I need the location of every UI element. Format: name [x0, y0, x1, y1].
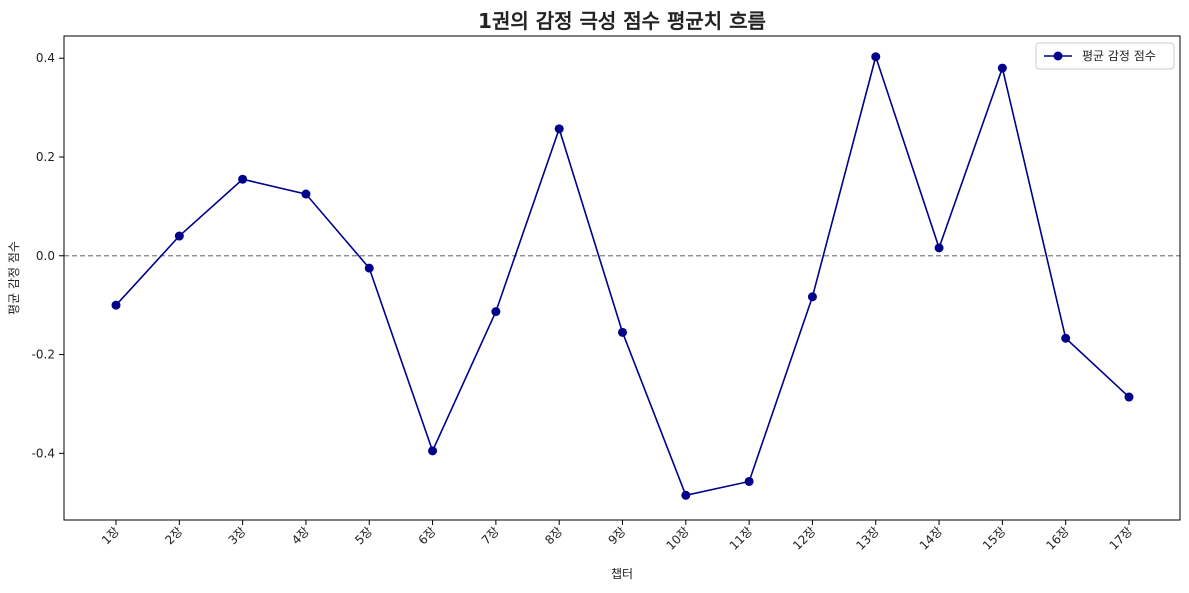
x-tick-label: 14장 — [917, 524, 946, 553]
data-point — [428, 446, 438, 456]
y-tick-label: 0.0 — [36, 249, 55, 263]
x-tick-label: 7장 — [479, 524, 502, 547]
chart-title: 1권의 감정 극성 점수 평균치 흐름 — [478, 9, 766, 33]
x-tick-label: 4장 — [289, 524, 312, 547]
data-point — [238, 174, 248, 184]
x-tick-label: 12장 — [790, 524, 819, 553]
data-point — [871, 52, 881, 62]
legend-box — [1035, 42, 1175, 70]
y-tick-label: -0.2 — [32, 348, 55, 362]
y-axis-label: 평균 감정 점수 — [7, 241, 21, 315]
legend-marker-swatch — [1053, 51, 1063, 61]
data-point — [491, 307, 501, 317]
x-axis-label: 챕터 — [611, 566, 633, 581]
x-tick-label: 9장 — [606, 524, 629, 547]
data-point — [1061, 333, 1071, 343]
x-tick-label: 17장 — [1107, 524, 1136, 553]
x-tick-label: 11장 — [727, 524, 756, 553]
x-tick-label: 1장 — [99, 524, 122, 547]
y-tick-label: 0.4 — [36, 51, 55, 65]
x-tick-label: 15장 — [980, 524, 1009, 553]
plot-area: -0.4 -0.2 0.0 0.2 0.4 1장 2장 3장 4장 5장 6장 7장 8장 9장 10장 11… — [32, 35, 1181, 553]
data-point — [364, 263, 374, 273]
axes-frame — [63, 35, 1181, 521]
y-tick-label: -0.4 — [32, 446, 55, 460]
data-point — [934, 243, 944, 253]
data-point — [301, 189, 311, 199]
data-point — [807, 292, 817, 302]
legend-label: 평균 감정 점수 — [1082, 49, 1156, 63]
x-tick-label: 13장 — [853, 524, 882, 553]
data-point — [554, 124, 564, 134]
data-point — [111, 300, 121, 310]
x-tick-label: 10장 — [663, 524, 692, 553]
data-point — [618, 327, 627, 337]
series-line — [115, 53, 1130, 497]
x-tick-label: 16장 — [1043, 524, 1072, 553]
x-tick-label: 6장 — [416, 524, 439, 547]
data-point — [1124, 392, 1134, 402]
x-tick-label: 3장 — [226, 524, 249, 547]
legend: 평균 감정 점수 — [1035, 42, 1175, 70]
x-tick-label: 8장 — [542, 524, 565, 547]
data-point — [681, 490, 691, 500]
data-point — [174, 231, 184, 241]
y-tick-label: 0.2 — [36, 150, 55, 164]
x-tick-label: 5장 — [352, 524, 375, 547]
data-point — [744, 476, 754, 486]
data-point — [997, 63, 1007, 73]
x-tick-label: 2장 — [162, 524, 185, 547]
